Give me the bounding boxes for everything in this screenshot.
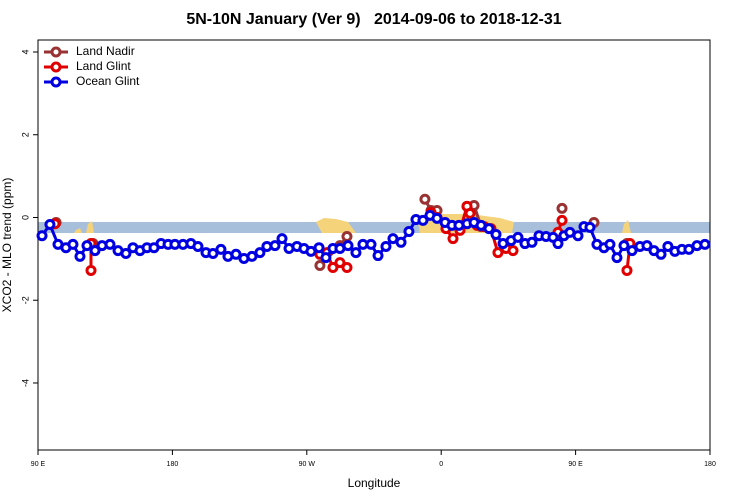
data-point	[207, 247, 219, 259]
data-point	[618, 240, 630, 252]
x-tick-label: 0	[439, 461, 443, 468]
data-point	[380, 240, 392, 252]
x-tick-label: 90 E	[568, 461, 583, 468]
data-point	[417, 214, 429, 226]
legend-label: Ocean Glint	[76, 74, 140, 88]
y-tick-label: -2	[20, 296, 30, 304]
data-point	[431, 212, 443, 224]
data-point	[387, 233, 399, 245]
data-point	[305, 245, 317, 257]
land-patch	[622, 220, 631, 233]
data-point	[230, 248, 242, 260]
data-point	[350, 247, 362, 259]
data-point	[584, 221, 596, 233]
legend-marker	[50, 46, 62, 58]
data-point	[36, 230, 48, 242]
y-axis-title: XCO2 - MLO trend (ppm)	[0, 178, 14, 313]
data-point	[556, 202, 568, 214]
data-point	[655, 248, 667, 260]
data-point	[254, 247, 266, 259]
data-point	[104, 238, 116, 250]
data-point	[365, 238, 377, 250]
data-point	[419, 193, 431, 205]
y-tick-label: 4	[20, 49, 30, 54]
data-point	[641, 240, 653, 252]
data-point	[314, 259, 326, 271]
data-point	[341, 262, 353, 274]
data-point	[662, 240, 674, 252]
data-point	[526, 236, 538, 248]
land-patch	[74, 228, 82, 233]
data-point	[490, 228, 502, 240]
data-point	[372, 250, 384, 262]
legend-marker	[50, 61, 62, 73]
y-tick-label: 2	[20, 132, 30, 137]
x-tick-label: 180	[167, 461, 179, 468]
data-point	[342, 240, 354, 252]
y-tick-label: 0	[20, 215, 30, 220]
legend-label: Land Nadir	[76, 44, 135, 58]
data-point	[403, 226, 415, 238]
data-point	[621, 264, 633, 276]
data-point	[447, 233, 459, 245]
data-point	[67, 238, 79, 250]
y-tick-label: -4	[20, 379, 30, 387]
legend-label: Land Glint	[76, 59, 131, 73]
data-point	[556, 214, 568, 226]
data-point	[313, 242, 325, 254]
data-point	[269, 240, 281, 252]
data-point	[572, 230, 584, 242]
x-tick-label: 90 E	[31, 461, 46, 468]
data-point	[192, 240, 204, 252]
data-point	[215, 243, 227, 255]
data-point	[44, 219, 56, 231]
data-point	[395, 236, 407, 248]
legend-marker	[50, 76, 62, 88]
chart-title: 5N-10N January (Ver 9) 2014-09-06 to 201…	[186, 11, 561, 28]
data-point	[320, 252, 332, 264]
data-point	[464, 207, 476, 219]
data-point	[699, 238, 711, 250]
data-point	[626, 245, 638, 257]
data-point	[89, 245, 101, 257]
data-point	[334, 257, 346, 269]
x-tick-label: 180	[704, 461, 716, 468]
land-patch	[316, 218, 356, 233]
data-point	[552, 238, 564, 250]
data-point	[604, 238, 616, 250]
data-point	[483, 223, 495, 235]
x-tick-label: 90 W	[299, 461, 316, 468]
data-point	[327, 262, 339, 274]
ocean-band	[38, 222, 710, 233]
land-patch	[86, 221, 94, 233]
data-point	[74, 250, 86, 262]
data-point	[85, 264, 97, 276]
data-point	[512, 231, 524, 243]
data-point	[611, 252, 623, 264]
data-point	[341, 231, 353, 243]
data-point	[683, 243, 695, 255]
data-point	[81, 240, 93, 252]
data-point	[492, 247, 504, 259]
data-point	[276, 233, 288, 245]
x-axis-title: Longitude	[348, 476, 401, 490]
data-point	[507, 245, 519, 257]
data-point	[120, 247, 132, 259]
